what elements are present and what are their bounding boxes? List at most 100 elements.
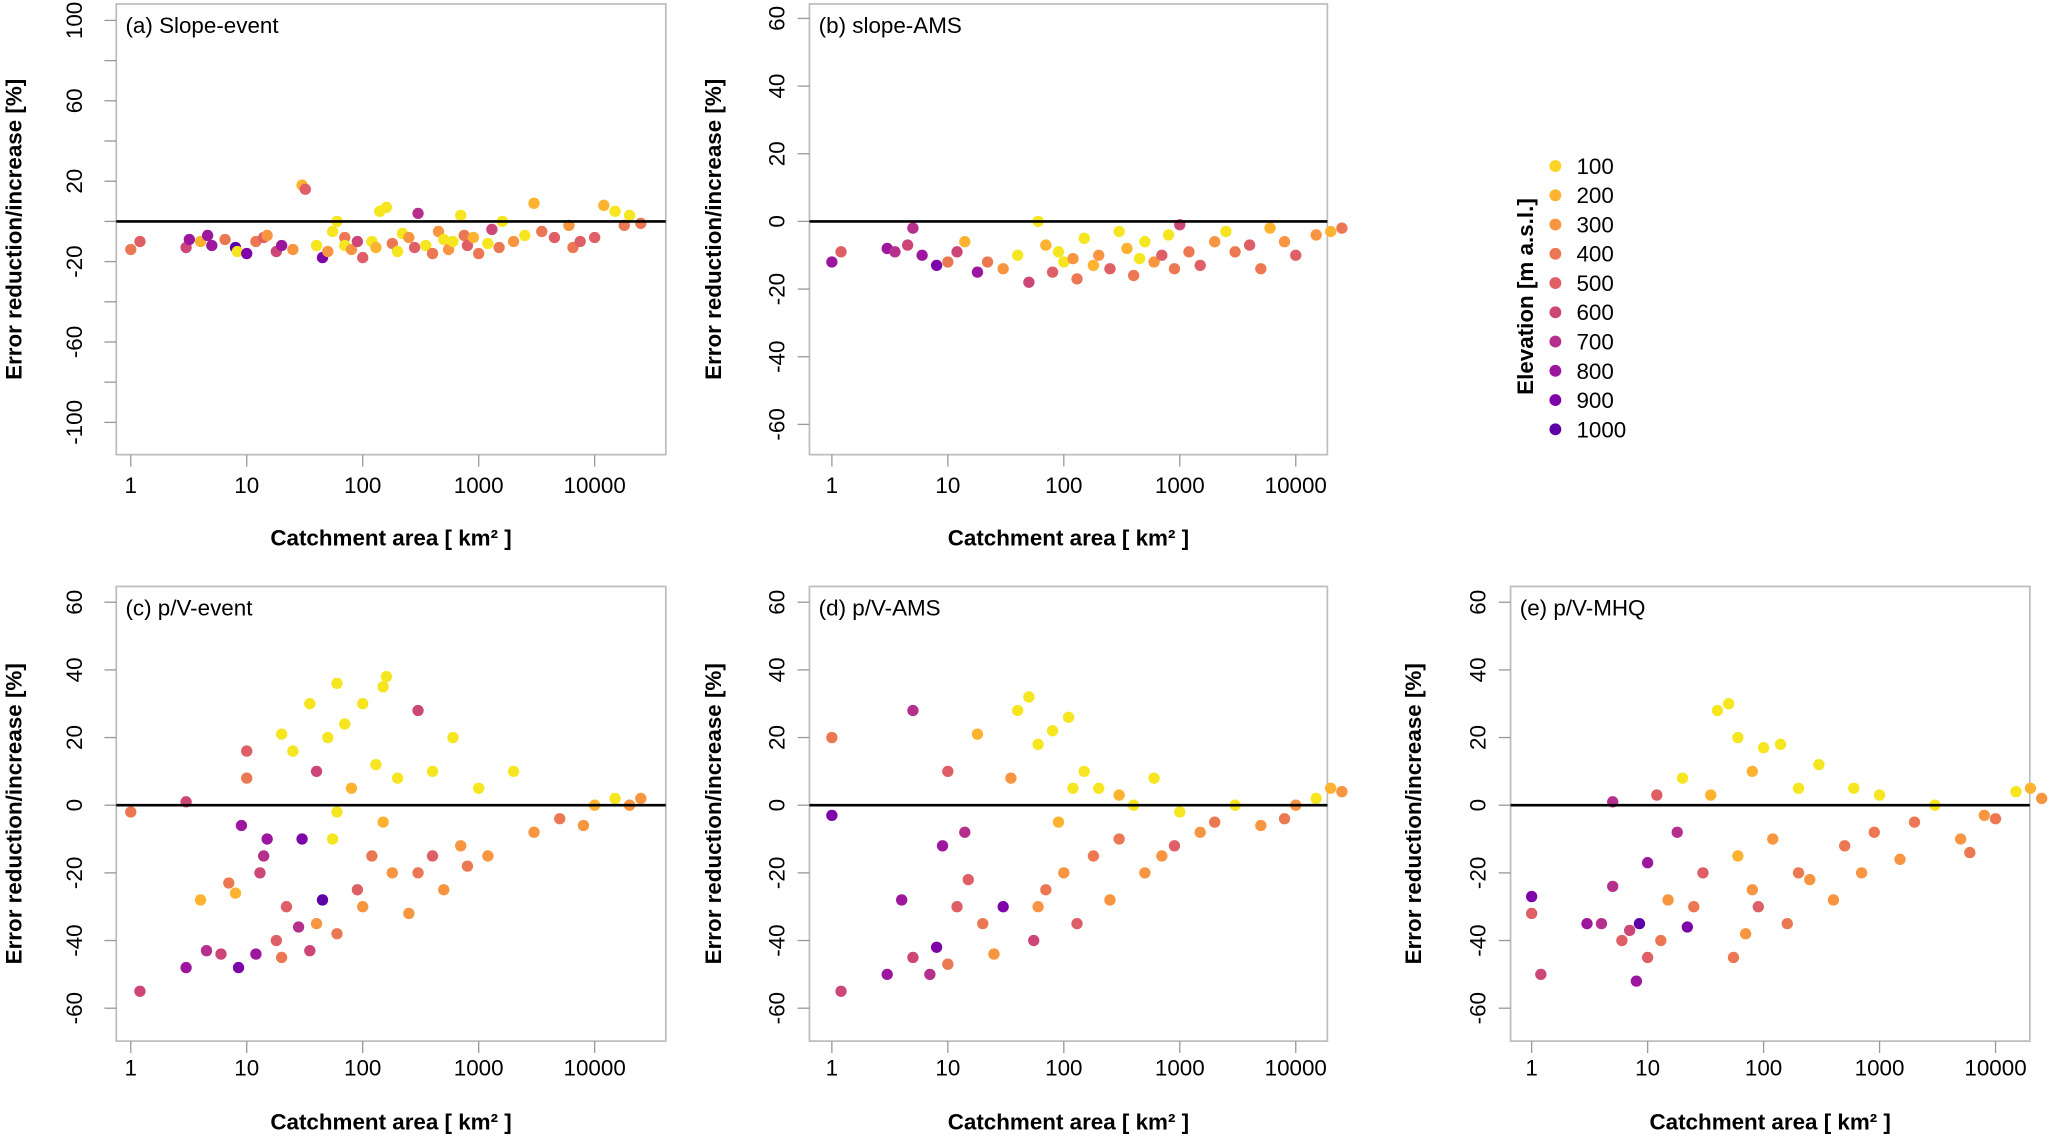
data-point <box>134 235 146 248</box>
data-point <box>1310 792 1322 805</box>
plot-frame <box>115 585 667 1042</box>
data-point <box>1954 833 1967 845</box>
legend-swatch <box>1549 189 1562 202</box>
y-axis-label: Error reduction/increase [%] <box>1 79 26 380</box>
points <box>125 179 647 264</box>
data-point <box>997 263 1009 275</box>
data-point <box>942 765 954 778</box>
data-point <box>310 917 323 930</box>
data-point <box>826 256 838 268</box>
x-axis-label: Catchment area [ km² ] <box>948 526 1189 551</box>
x-tick-label: 1 <box>125 473 137 498</box>
x-tick-label: 1000 <box>454 473 504 498</box>
x-tick-label: 10 <box>935 473 960 498</box>
legend-swatch <box>1549 364 1562 377</box>
data-point <box>1162 229 1175 241</box>
data-point <box>1290 249 1302 261</box>
data-point <box>1746 765 1759 778</box>
data-point <box>180 961 192 974</box>
data-point <box>1676 772 1689 784</box>
data-point <box>482 850 494 862</box>
x-tick-label: 10000 <box>564 473 626 498</box>
data-point <box>1194 826 1206 838</box>
data-point <box>1062 711 1075 723</box>
y-tick-label: 60 <box>764 590 789 615</box>
data-point <box>1156 850 1168 862</box>
data-point <box>447 235 459 248</box>
data-point <box>1104 894 1116 906</box>
panel-e: 60 40 20 0 -20 -40 -60 1 10 100 1000 10000 Catchment… <box>1401 585 2048 1134</box>
data-point <box>896 894 908 906</box>
y-tick-label: -60 <box>62 326 87 358</box>
data-point <box>1139 236 1151 248</box>
data-point <box>229 887 242 899</box>
legend-entry: 200 <box>1549 183 1614 208</box>
data-point <box>412 867 424 879</box>
panel-d: 60 40 20 0 -20 -40 -60 1 10 100 1000 10000 Catchment… <box>701 585 1348 1134</box>
data-point <box>241 247 253 260</box>
y-tick-label: -20 <box>62 245 87 277</box>
data-point <box>574 235 586 248</box>
data-point <box>467 231 480 244</box>
x-tick-label: 10 <box>234 473 259 498</box>
data-point <box>1113 789 1125 801</box>
data-point <box>304 945 316 957</box>
data-point <box>1011 704 1024 717</box>
data-point <box>1255 263 1267 275</box>
data-point <box>1093 782 1105 794</box>
data-point <box>351 884 364 896</box>
data-point <box>1278 236 1291 248</box>
data-point <box>1023 691 1035 703</box>
legend-label: 700 <box>1576 329 1613 354</box>
data-point <box>183 233 196 246</box>
data-point <box>1093 249 1105 261</box>
data-point <box>391 772 404 784</box>
y-tick-label: 40 <box>1466 657 1491 682</box>
legend-label: 300 <box>1576 212 1613 237</box>
data-point <box>1148 256 1160 268</box>
x-axis-label: Catchment area [ km² ] <box>948 1109 1189 1134</box>
data-point <box>1630 975 1643 987</box>
y-tick-label: -100 <box>62 400 87 445</box>
data-point <box>1978 809 1990 822</box>
panel-c: 60 40 20 0 -20 -40 -60 1 10 100 1000 10000 Catchment… <box>1 585 667 1134</box>
data-point <box>1623 924 1636 937</box>
data-point <box>1220 225 1232 238</box>
data-point <box>1040 239 1052 251</box>
data-point <box>455 209 467 222</box>
data-point <box>1133 252 1146 265</box>
y-tick-label: -20 <box>1466 857 1491 889</box>
legend-entry: 900 <box>1549 388 1614 413</box>
legend: Elevation [m a.s.l.] 100 200 300 400 500 600 7… <box>1513 154 1626 442</box>
data-point <box>1324 225 1337 238</box>
data-point <box>1168 263 1181 275</box>
data-point <box>331 806 343 818</box>
data-point <box>1023 276 1035 288</box>
data-point <box>1067 252 1079 265</box>
data-point <box>206 239 218 252</box>
data-point <box>1243 239 1256 251</box>
data-point <box>432 225 445 238</box>
data-point <box>275 239 288 252</box>
data-point <box>971 728 984 740</box>
legend-entry: 1000 <box>1549 417 1626 442</box>
data-point <box>1727 951 1740 964</box>
data-point <box>351 235 364 248</box>
data-point <box>901 239 914 251</box>
y-tick-label: 60 <box>62 590 87 615</box>
data-point <box>339 231 351 244</box>
data-point <box>2024 782 2037 794</box>
data-point <box>473 247 485 260</box>
y-tick-label: 20 <box>62 725 87 750</box>
legend-entry: 600 <box>1549 300 1614 325</box>
data-point <box>310 239 323 252</box>
x-tick-label: 10 <box>1635 1055 1660 1080</box>
data-point <box>835 246 847 258</box>
y-tick-label: 0 <box>764 215 789 227</box>
legend-label: 600 <box>1576 300 1613 325</box>
data-point <box>981 256 994 268</box>
legend-title: Elevation [m a.s.l.] <box>1513 198 1538 395</box>
legend-label: 100 <box>1576 154 1613 179</box>
data-point <box>1964 846 1976 859</box>
y-tick-label: 20 <box>764 725 789 750</box>
